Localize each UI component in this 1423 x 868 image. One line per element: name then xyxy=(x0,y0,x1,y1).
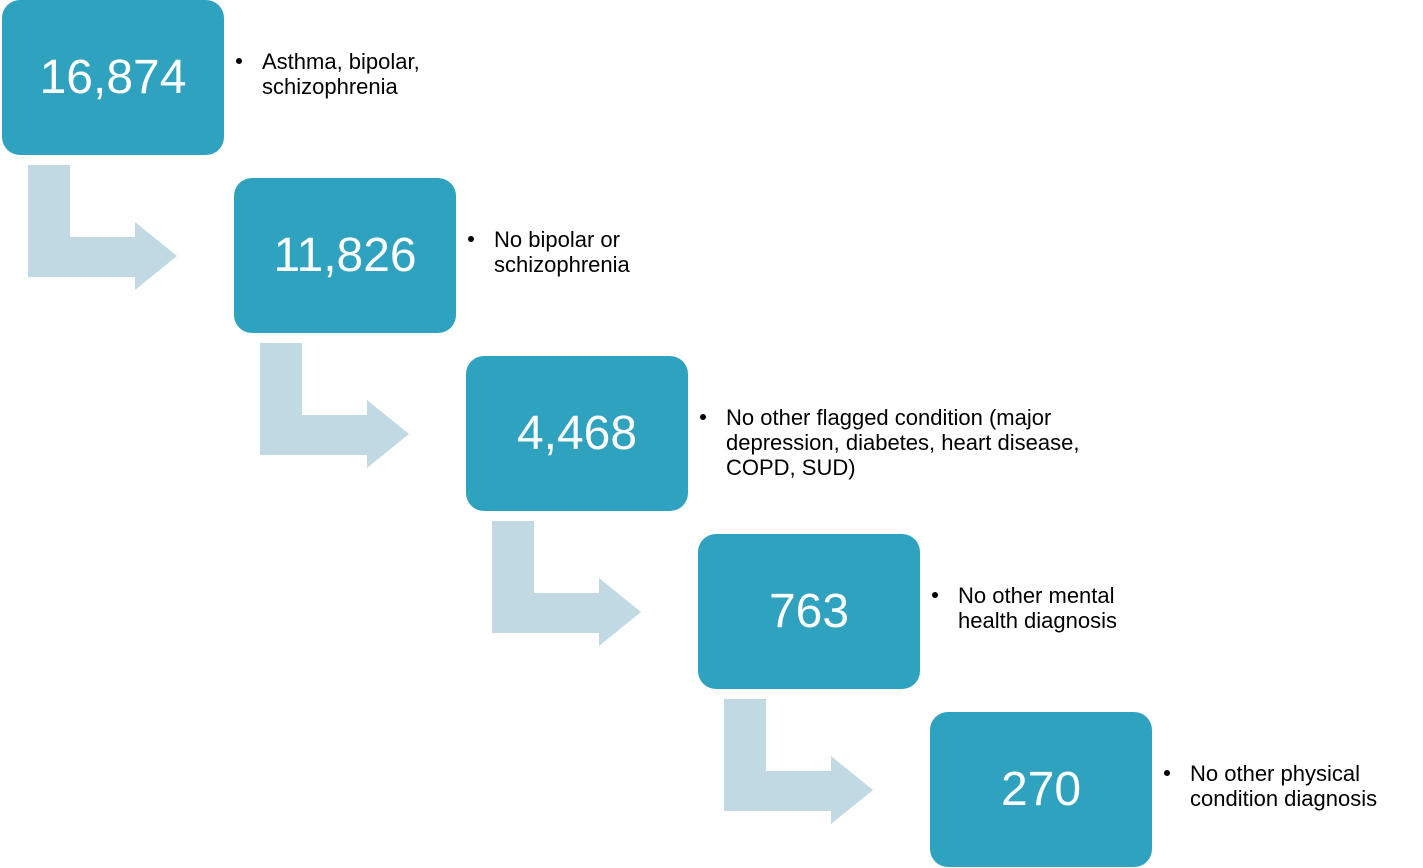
step-count: 4,468 xyxy=(466,356,688,511)
step-description: No other mental health diagnosis xyxy=(958,583,1118,633)
step-count: 11,826 xyxy=(234,178,456,333)
step-arrow xyxy=(260,343,409,468)
bullet xyxy=(1164,770,1170,776)
step-description: No bipolar or schizophrenia xyxy=(494,227,630,277)
bullet xyxy=(468,236,474,242)
step-arrow xyxy=(28,165,177,290)
bullet xyxy=(236,58,242,64)
bullet xyxy=(700,414,706,420)
step-description: Asthma, bipolar, schizophrenia xyxy=(262,49,420,99)
step-count: 270 xyxy=(930,712,1152,867)
step-count: 763 xyxy=(698,534,920,689)
step-arrow xyxy=(724,699,873,824)
step-description: No other physical condition diagnosis xyxy=(1190,761,1378,811)
bullet xyxy=(932,592,938,598)
step-count: 16,874 xyxy=(2,0,224,155)
step-arrow xyxy=(492,521,641,646)
step-description: No other flagged condition (major depres… xyxy=(726,405,1080,480)
